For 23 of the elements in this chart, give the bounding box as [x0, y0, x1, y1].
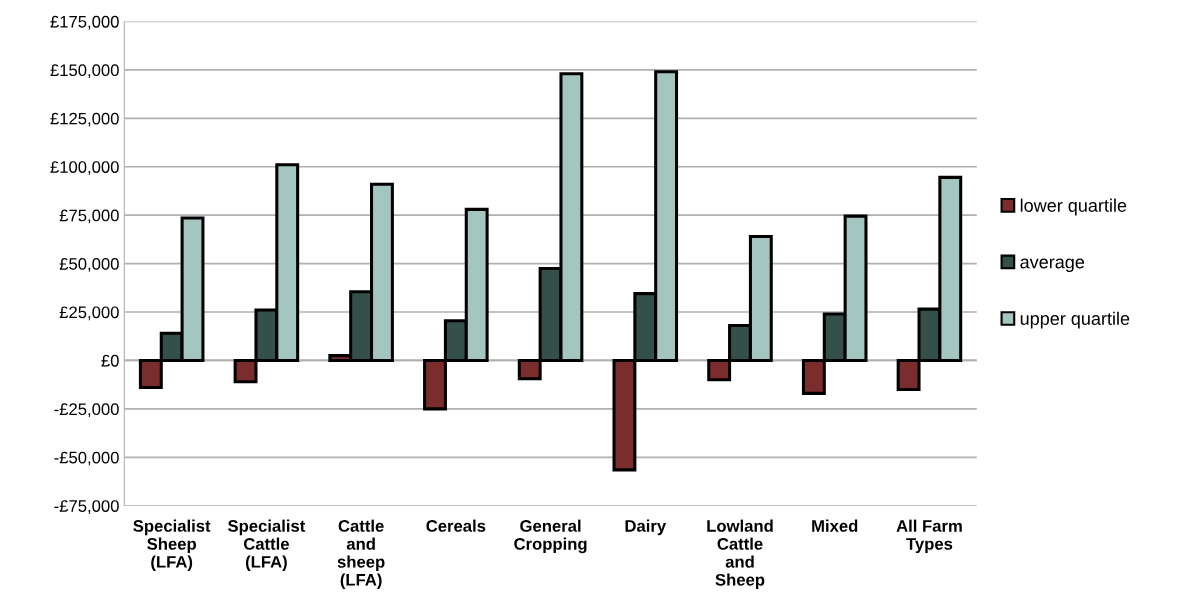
x-tick-label: Dairy [625, 519, 667, 536]
y-tick-label: £150,000 [50, 64, 119, 79]
y-tick-label: £25,000 [59, 306, 119, 321]
x-tick-label: General Cropping [514, 519, 587, 554]
y-tick-label: £0 [101, 354, 119, 367]
x-tick-label: Specialist Sheep (LFA) [133, 519, 211, 572]
y-tick-label: £175,000 [50, 15, 119, 30]
legend-label: lower quartile [1020, 198, 1127, 216]
x-tick-label: Specialist Cattle (LFA) [227, 519, 306, 572]
y-tick-label: £100,000 [50, 161, 119, 175]
y-tick-label: £50,000 [59, 257, 119, 272]
x-tick-label: Lowland Cattle and Sheep [707, 519, 773, 590]
x-tick-label: Cattle and sheep (LFA) [337, 519, 385, 590]
legend-label: upper quartile [1020, 311, 1130, 329]
x-tick-label: All Farm Types [896, 519, 962, 554]
y-tick-label: -£75,000 [54, 500, 119, 514]
x-tick-label: Cereals [426, 519, 486, 532]
y-tick-label: -£50,000 [54, 451, 119, 466]
y-tick-label: £125,000 [50, 112, 119, 127]
x-tick-label: Mixed [812, 519, 858, 532]
y-tick-label: -£25,000 [54, 403, 119, 418]
y-tick-label: £75,000 [59, 209, 119, 224]
legend-label: average [1020, 258, 1085, 273]
